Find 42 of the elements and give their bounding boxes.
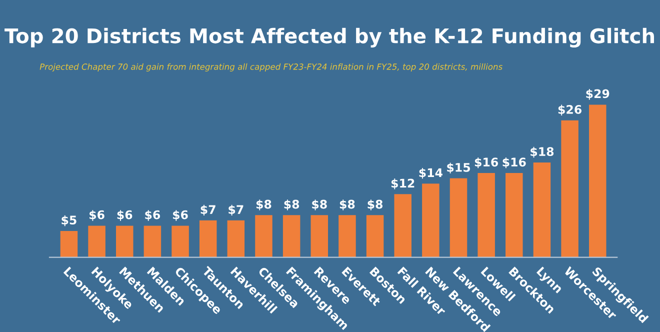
data-label: $8 bbox=[340, 200, 355, 210]
data-label: $18 bbox=[530, 146, 554, 158]
bar bbox=[422, 184, 440, 258]
bar bbox=[310, 215, 328, 258]
data-label: $6 bbox=[172, 210, 188, 221]
bar bbox=[506, 173, 523, 258]
bar bbox=[116, 226, 134, 258]
bar bbox=[282, 215, 300, 258]
bar bbox=[533, 162, 551, 258]
data-label: $6 bbox=[90, 210, 104, 221]
data-label: $16 bbox=[474, 157, 498, 168]
data-label: $7 bbox=[200, 204, 216, 216]
data-label: $26 bbox=[558, 104, 582, 116]
bar bbox=[144, 226, 162, 258]
bar bbox=[561, 120, 578, 258]
data-label: $5 bbox=[62, 215, 76, 226]
data-label: $8 bbox=[312, 200, 327, 210]
data-label: $7 bbox=[228, 204, 244, 216]
data-label: $15 bbox=[447, 162, 470, 174]
bar bbox=[199, 220, 217, 258]
bar bbox=[227, 220, 245, 258]
data-label: $12 bbox=[391, 178, 414, 190]
bar bbox=[450, 178, 468, 258]
data-label: $16 bbox=[502, 157, 526, 168]
bar bbox=[60, 230, 78, 258]
data-label: $8 bbox=[368, 200, 383, 210]
bar bbox=[255, 215, 272, 258]
chart-title: Top 20 Districts Most Affected by the K-12 Funding Glitch bbox=[4, 28, 654, 48]
bar bbox=[478, 173, 495, 258]
data-label: $6 bbox=[117, 210, 132, 221]
bar bbox=[338, 215, 356, 258]
data-label: $29 bbox=[586, 88, 610, 100]
bar bbox=[172, 226, 189, 258]
data-label: $14 bbox=[419, 168, 442, 179]
data-label: $8 bbox=[284, 200, 300, 210]
bar bbox=[88, 226, 106, 258]
bar bbox=[366, 215, 384, 258]
data-label: $6 bbox=[145, 210, 160, 221]
bar bbox=[589, 104, 606, 258]
data-label: $8 bbox=[256, 200, 272, 210]
chart-subtitle: Projected Chapter 70 aid gain from integrating all capped FY23-FY24 inflation in FY25, top 20 districts, millions bbox=[40, 63, 502, 72]
bar bbox=[394, 194, 412, 258]
